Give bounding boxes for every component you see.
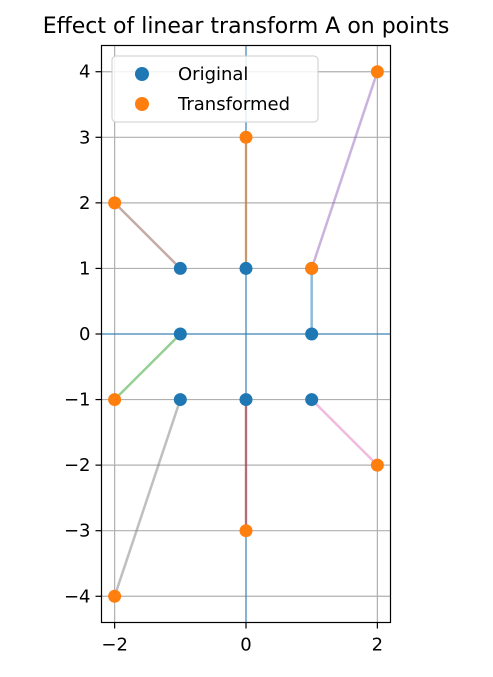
- y-tick-label: 2: [79, 193, 90, 214]
- y-tick-label: −3: [64, 521, 91, 542]
- x-tick-label: 2: [372, 635, 383, 656]
- transformed-point: [305, 261, 319, 275]
- transform-segment: [113, 399, 182, 597]
- chart-title: Effect of linear transform A on points: [43, 14, 450, 39]
- original-point: [239, 393, 253, 407]
- y-tick-label: 1: [79, 258, 90, 279]
- transformed-point: [239, 524, 253, 538]
- original-point: [173, 393, 187, 407]
- y-tick-label: 4: [79, 62, 90, 83]
- x-tick-label: 0: [240, 635, 251, 656]
- original-point: [305, 393, 319, 407]
- original-point: [173, 261, 187, 275]
- transformed-point: [239, 130, 253, 144]
- legend: Original Transformed: [111, 55, 319, 123]
- x-tick-label: −2: [101, 635, 128, 656]
- transform-segment: [113, 333, 182, 401]
- transformed-point: [370, 65, 384, 79]
- original-point: [305, 327, 319, 341]
- y-tick-label: 3: [79, 127, 90, 148]
- transform-segments: [113, 71, 379, 597]
- transform-segment: [113, 201, 182, 270]
- legend-label-transformed: Transformed: [177, 94, 290, 115]
- transform-segment: [310, 71, 379, 269]
- legend-label-original: Original: [178, 64, 248, 85]
- legend-box: [111, 55, 319, 123]
- data-points: [108, 65, 384, 603]
- legend-marker-transformed: [135, 97, 149, 111]
- original-point: [173, 327, 187, 341]
- axis-ticks: −2 0 2 −4 −3 −2 −1 0 1 2 3 4: [64, 62, 383, 656]
- legend-marker-original: [135, 67, 149, 81]
- transformed-point: [108, 393, 122, 407]
- y-tick-label: −2: [64, 455, 91, 476]
- transformed-point: [108, 196, 122, 210]
- original-point: [239, 261, 253, 275]
- y-tick-label: −1: [64, 390, 91, 411]
- transform-segment: [310, 398, 379, 467]
- y-tick-label: 0: [79, 324, 90, 345]
- transformed-point: [108, 589, 122, 603]
- transformed-point: [370, 458, 384, 472]
- y-tick-label: −4: [64, 586, 91, 607]
